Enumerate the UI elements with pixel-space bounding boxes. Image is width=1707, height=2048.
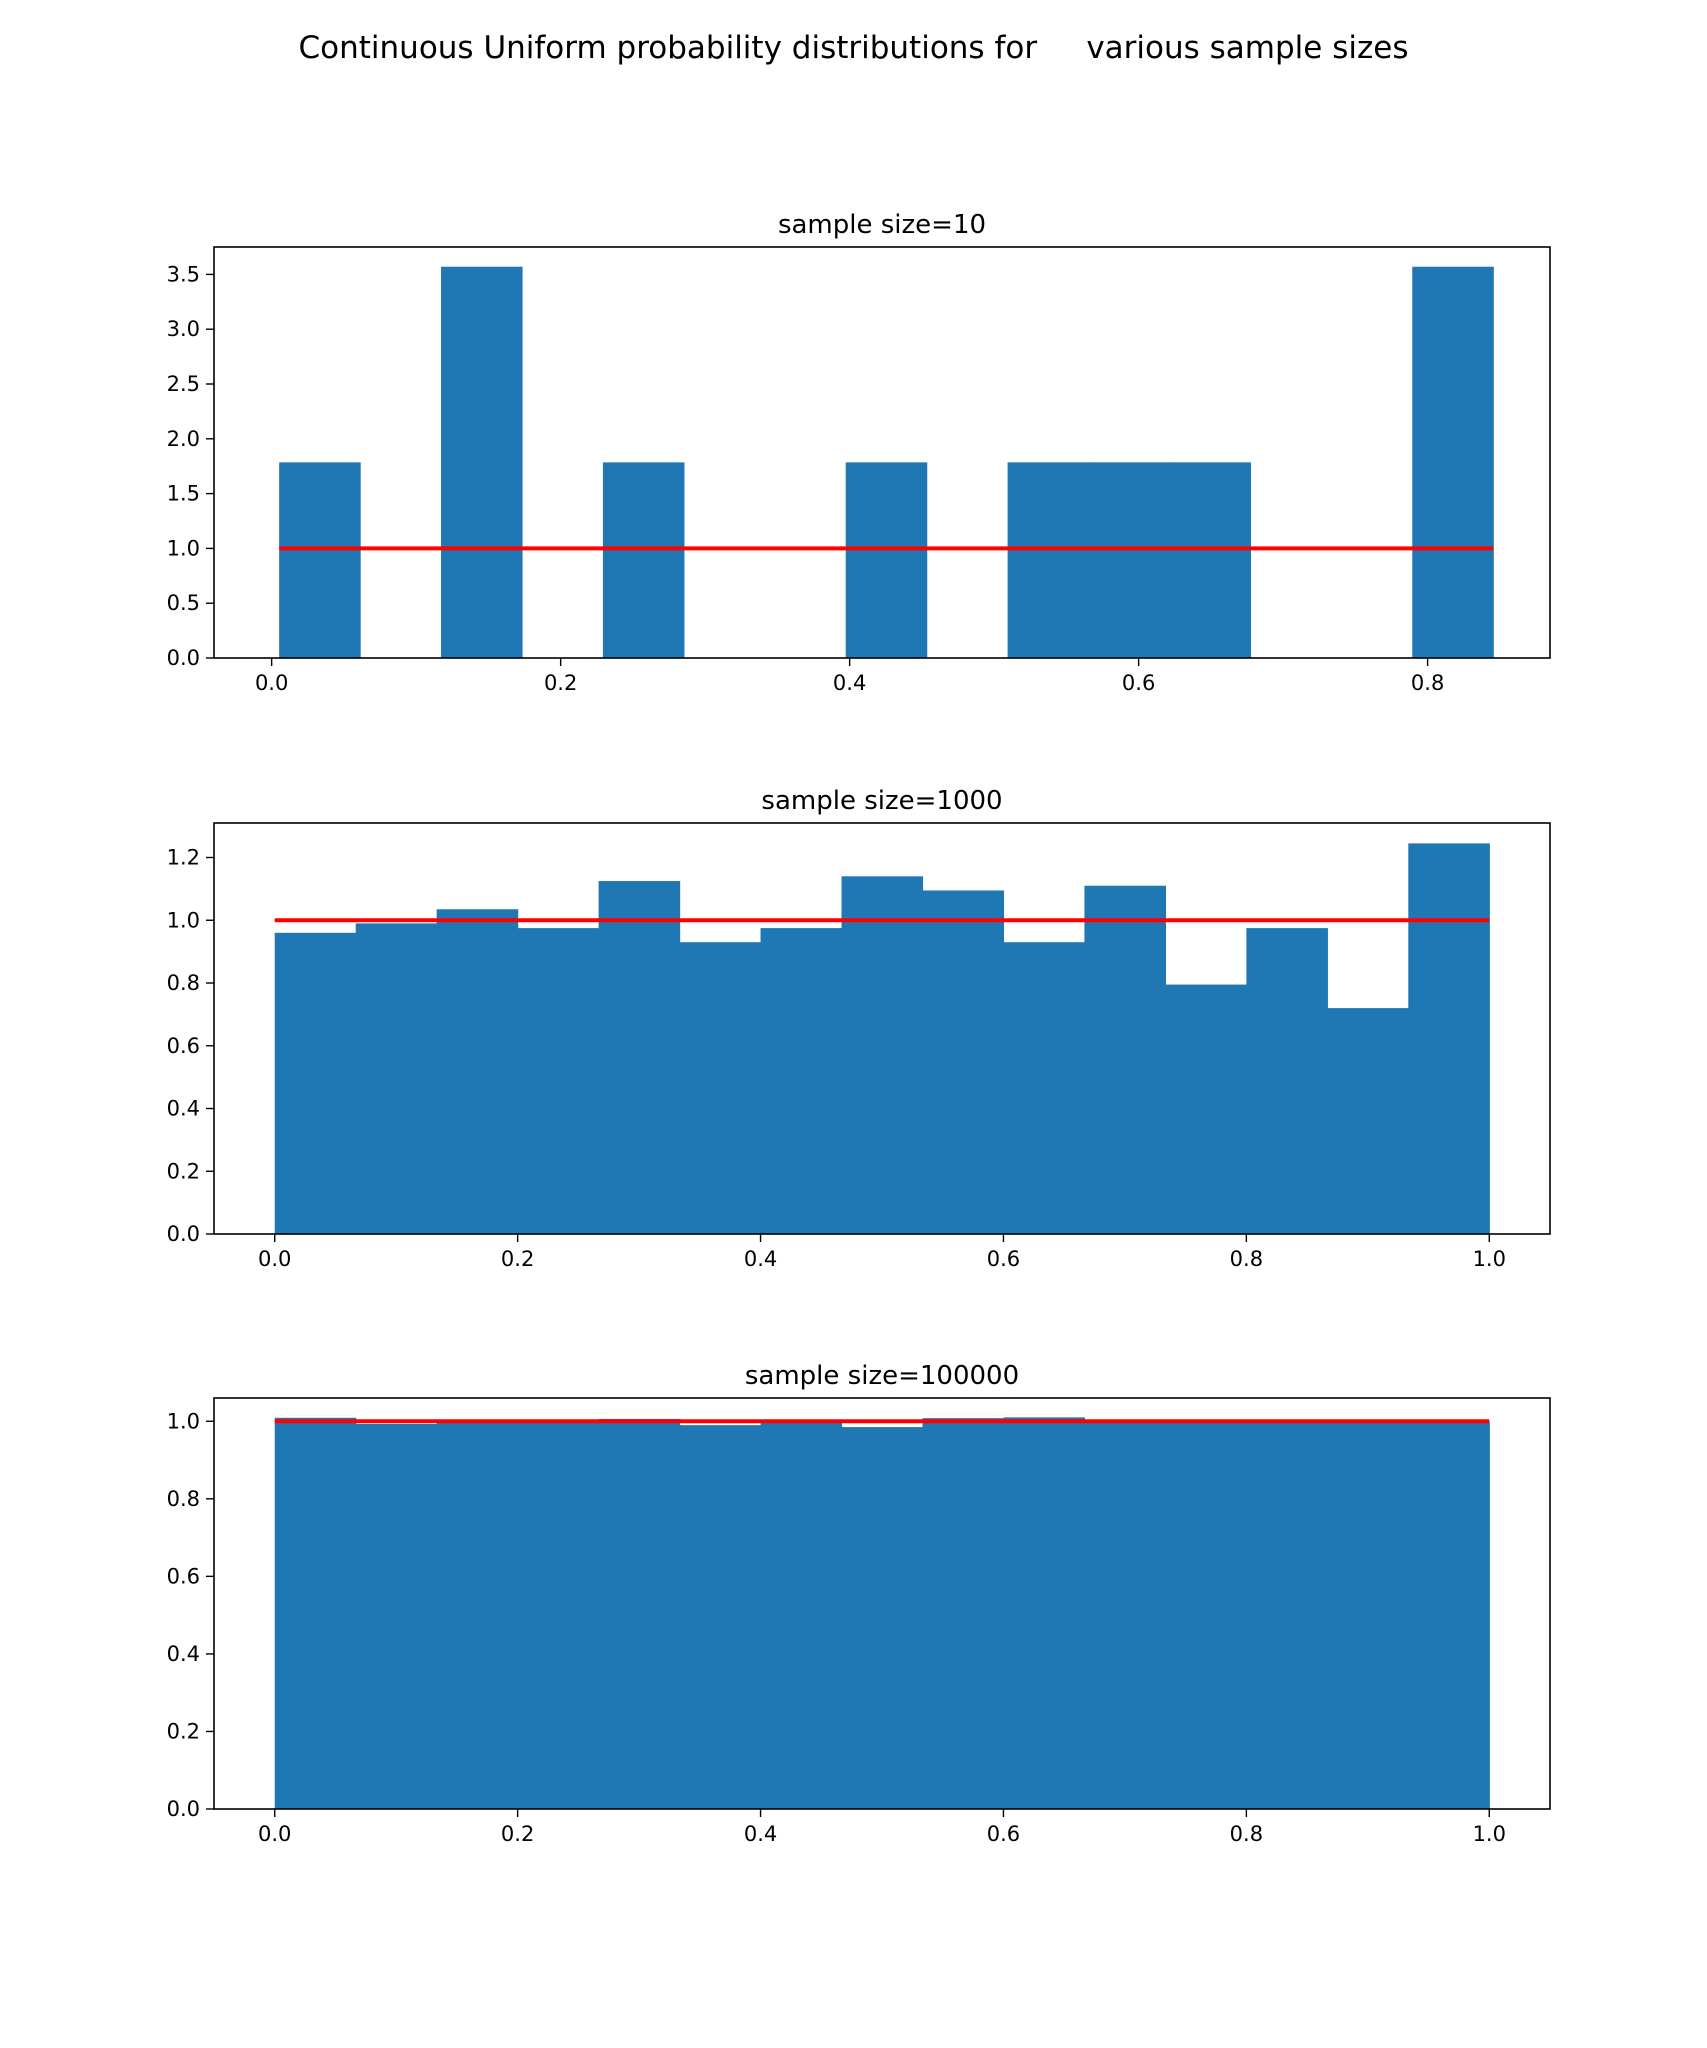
x-tick-label: 0.4: [833, 671, 866, 695]
histogram-bar: [1003, 1417, 1086, 1809]
histogram-bar: [441, 266, 523, 658]
histogram-bar: [760, 928, 843, 1234]
histogram-bar: [436, 909, 519, 1234]
y-tick-label: 0.8: [167, 1487, 200, 1511]
x-tick-label: 0.0: [258, 1247, 291, 1271]
x-tick-label: 0.8: [1230, 1822, 1263, 1846]
histogram-bar: [1246, 928, 1328, 1234]
histogram-bar: [679, 1425, 762, 1809]
histogram-bar: [845, 462, 928, 658]
x-tick-label: 0.2: [501, 1822, 534, 1846]
y-tick-label: 1.5: [167, 482, 200, 506]
histogram-bar: [1007, 462, 1090, 658]
histogram-bar: [1246, 1422, 1328, 1809]
subplot-2: 0.0 0.2 0.4 0.6 0.8 1.0 0.0 0.2 0.4 0.6 0.8 1.0 1.2 s…: [167, 786, 1551, 1271]
y-tick-label: 2.5: [167, 372, 200, 396]
y-tick-label: 0.5: [167, 591, 200, 615]
y-tick-label: 0.4: [167, 1642, 200, 1666]
y-tick-label: 0.4: [167, 1097, 200, 1121]
x-tick-label: 0.6: [987, 1822, 1020, 1846]
histogram-bar: [922, 1418, 1005, 1809]
histogram-bar: [679, 942, 762, 1234]
subplot-title: sample size=10: [778, 210, 986, 240]
y-tick-label: 3.5: [167, 262, 200, 286]
histogram-bar: [598, 1418, 681, 1809]
histogram-bar: [517, 1422, 600, 1809]
y-tick-label: 0.6: [167, 1034, 200, 1058]
x-tick-label: 1.0: [1473, 1822, 1506, 1846]
x-tick-label: 0.2: [544, 671, 577, 695]
histogram-bar: [279, 462, 361, 658]
y-tick-label: 0.0: [167, 1222, 200, 1246]
histogram-bar: [602, 462, 685, 658]
histogram-bar: [1327, 1008, 1409, 1234]
histogram-bar: [598, 881, 681, 1234]
y-tick-label: 0.0: [167, 646, 200, 670]
y-tick-label: 0.2: [167, 1159, 200, 1183]
histogram-bar: [1412, 266, 1494, 658]
histogram-bar: [274, 1417, 357, 1809]
histogram-bar: [355, 1423, 438, 1809]
x-tick-label: 1.0: [1473, 1247, 1506, 1271]
histogram-bar: [1088, 462, 1171, 658]
x-tick-label: 0.2: [501, 1247, 534, 1271]
x-tick-label: 0.8: [1230, 1247, 1263, 1271]
histogram-bar: [1165, 1420, 1247, 1809]
axes-frame: [213, 246, 1551, 659]
y-tick-label: 1.0: [167, 908, 200, 932]
y-tick-label: 0.0: [167, 1797, 200, 1821]
histogram-bar: [1003, 942, 1086, 1234]
x-tick-label: 0.0: [255, 671, 288, 695]
x-tick-label: 0.4: [744, 1247, 777, 1271]
subplot-title: sample size=100000: [745, 1361, 1019, 1391]
figure-title: Continuous Uniform probability distribut…: [298, 30, 1409, 66]
y-tick-label: 1.0: [167, 1409, 200, 1433]
y-tick-label: 0.8: [167, 971, 200, 995]
histogram-bar: [436, 1421, 519, 1809]
x-tick-label: 0.6: [1122, 671, 1155, 695]
subplot-1: 0.0 0.2 0.4 0.6 0.8 0.0 0.5 1.0 1.5 2.0 2.5 3.0 3.5 s…: [167, 210, 1551, 695]
subplot-3: 0.0 0.2 0.4 0.6 0.8 1.0 0.0 0.2 0.4 0.6 0.8 1.0 samp…: [167, 1361, 1551, 1846]
histogram-bar: [922, 890, 1005, 1234]
subplot-title: sample size=1000: [761, 786, 1002, 816]
x-tick-label: 0.4: [744, 1822, 777, 1846]
histogram-bar: [517, 928, 600, 1234]
x-tick-label: 0.0: [258, 1822, 291, 1846]
y-tick-label: 3.0: [167, 317, 200, 341]
axes-frame: [213, 822, 1551, 1235]
y-tick-label: 0.2: [167, 1719, 200, 1743]
histogram-bar: [760, 1419, 843, 1809]
histogram-bar: [1408, 843, 1490, 1234]
histogram-bar: [1327, 1421, 1409, 1809]
y-tick-label: 1.2: [167, 846, 200, 870]
histogram-bar: [1169, 462, 1252, 658]
x-tick-label: 0.8: [1411, 671, 1444, 695]
histogram-bar: [1084, 885, 1166, 1234]
axes-frame: [213, 1397, 1551, 1810]
histogram-bar: [1084, 1421, 1166, 1809]
y-tick-label: 1.0: [167, 536, 200, 560]
histogram-bar: [1165, 984, 1247, 1234]
y-tick-label: 2.0: [167, 427, 200, 451]
histogram-bar: [1408, 1421, 1490, 1809]
histogram-bar: [355, 923, 438, 1234]
histogram-bar: [274, 932, 357, 1234]
x-tick-label: 0.6: [987, 1247, 1020, 1271]
y-tick-label: 0.6: [167, 1564, 200, 1588]
histogram-bar: [841, 1427, 924, 1809]
histogram-bar: [841, 876, 924, 1234]
